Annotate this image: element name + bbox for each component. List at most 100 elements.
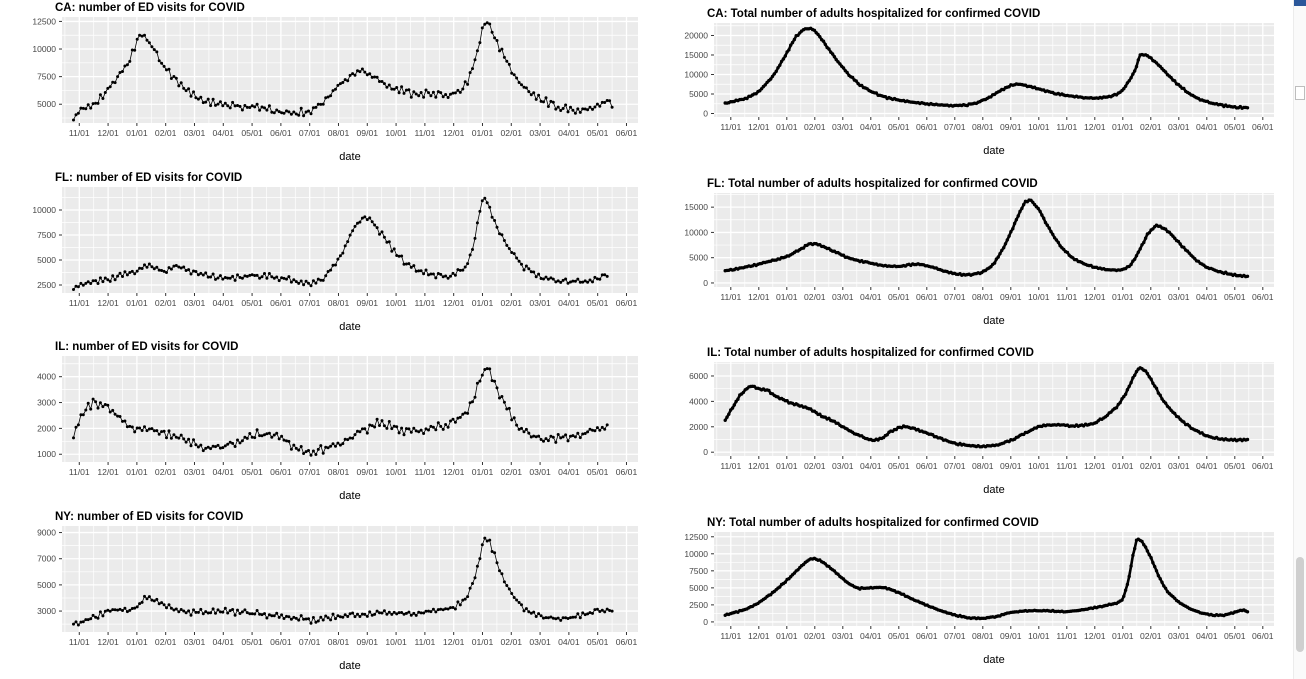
svg-text:10000: 10000 [684, 549, 708, 559]
svg-text:06/01: 06/01 [616, 467, 638, 477]
svg-text:11/01: 11/01 [414, 467, 435, 477]
chart-title: FL: Total number of adults hospitalized … [707, 177, 1038, 190]
svg-text:01/01: 01/01 [776, 122, 798, 132]
x-axis-title: date [983, 314, 1005, 327]
svg-text:02/01: 02/01 [155, 637, 177, 647]
svg-text:04/01: 04/01 [860, 631, 882, 641]
svg-text:01/01: 01/01 [126, 467, 148, 477]
gridlines [714, 362, 1274, 457]
svg-text:12/01: 12/01 [748, 292, 770, 302]
svg-text:06/01: 06/01 [1252, 631, 1274, 641]
svg-text:04/01: 04/01 [1196, 122, 1218, 132]
gridlines [62, 17, 638, 123]
svg-text:11/01: 11/01 [720, 292, 741, 302]
svg-text:0: 0 [703, 617, 708, 627]
svg-text:04/01: 04/01 [213, 637, 235, 647]
svg-text:09/01: 09/01 [357, 298, 379, 308]
svg-text:06/01: 06/01 [616, 637, 638, 647]
svg-text:04/01: 04/01 [213, 128, 235, 138]
svg-text:06/01: 06/01 [616, 128, 638, 138]
svg-text:09/01: 09/01 [1000, 631, 1022, 641]
plot-panel-ca-ed: 5000 7500 10000 12500 11/01 12/01 01/01 02/01 03… [32, 16, 638, 138]
svg-text:07/01: 07/01 [299, 298, 321, 308]
svg-text:03/01: 03/01 [832, 292, 854, 302]
svg-text:06/01: 06/01 [916, 122, 938, 132]
svg-text:11/01: 11/01 [720, 461, 741, 471]
svg-text:02/01: 02/01 [804, 292, 826, 302]
plot-panel-fl-hosp: 0 5000 10000 15000 11/01 12/01 01/01 02/01 03/01… [684, 192, 1274, 302]
svg-text:01/01: 01/01 [1112, 122, 1134, 132]
svg-text:05/01: 05/01 [587, 128, 609, 138]
chart-ny-ed-visits: NY: number of ED visits for COVID 3000 50… [0, 509, 652, 679]
svg-text:04/01: 04/01 [860, 292, 882, 302]
svg-text:11/01: 11/01 [1056, 631, 1077, 641]
svg-text:01/01: 01/01 [472, 128, 494, 138]
data-series [723, 26, 1250, 110]
svg-text:11/01: 11/01 [1056, 122, 1077, 132]
svg-text:01/01: 01/01 [126, 128, 148, 138]
svg-text:10/01: 10/01 [385, 298, 407, 308]
plot-panel-ca-hosp: 0 5000 10000 15000 20000 11/01 12/01 01/01 02/01… [684, 23, 1274, 132]
svg-text:05/01: 05/01 [1224, 292, 1246, 302]
svg-text:06/01: 06/01 [916, 631, 938, 641]
svg-text:02/01: 02/01 [501, 637, 523, 647]
svg-text:10000: 10000 [684, 69, 708, 79]
plot-panel-fl-ed: 2500 5000 7500 10000 11/01 12/01 01/01 02/01 03/… [32, 186, 638, 308]
svg-text:05/01: 05/01 [587, 298, 609, 308]
svg-text:7500: 7500 [37, 72, 56, 82]
svg-text:5000: 5000 [37, 255, 56, 265]
x-axis-title: date [983, 484, 1005, 497]
axis-ticks-and-labels: 0 5000 10000 15000 20000 11/01 12/01 01/01 02/01… [684, 30, 1273, 132]
x-axis-title: date [339, 320, 361, 333]
svg-text:09/01: 09/01 [1000, 122, 1022, 132]
svg-text:05/01: 05/01 [888, 292, 910, 302]
svg-text:05/01: 05/01 [888, 461, 910, 471]
svg-text:07/01: 07/01 [944, 461, 966, 471]
chart-title: NY: Total number of adults hospitalized … [707, 517, 1039, 530]
svg-text:12/01: 12/01 [1084, 631, 1106, 641]
svg-text:02/01: 02/01 [804, 122, 826, 132]
svg-text:12/01: 12/01 [1084, 122, 1106, 132]
svg-text:12/01: 12/01 [97, 128, 119, 138]
svg-text:7000: 7000 [37, 554, 56, 564]
svg-text:05/01: 05/01 [1224, 122, 1246, 132]
scrollbar-marker[interactable] [1295, 86, 1305, 100]
chart-title: CA: Total number of adults hospitalized … [707, 8, 1041, 20]
scrollbar-thumb[interactable] [1296, 557, 1304, 652]
svg-text:07/01: 07/01 [299, 467, 321, 477]
svg-text:08/01: 08/01 [328, 298, 350, 308]
svg-text:12/01: 12/01 [97, 637, 119, 647]
gridlines [714, 192, 1274, 287]
svg-text:02/01: 02/01 [155, 298, 177, 308]
svg-text:10/01: 10/01 [1028, 122, 1050, 132]
x-axis-title: date [339, 490, 361, 503]
chart-ca-hospitalized: CA: Total number of adults hospitalized … [652, 0, 1294, 170]
svg-text:06/01: 06/01 [1252, 292, 1274, 302]
svg-text:10000: 10000 [684, 227, 708, 237]
svg-text:03/01: 03/01 [529, 637, 551, 647]
svg-text:2500: 2500 [689, 600, 708, 610]
svg-text:0: 0 [703, 448, 708, 458]
svg-text:12500: 12500 [684, 532, 708, 542]
chart-title: IL: number of ED visits for COVID [55, 341, 239, 354]
svg-text:02/01: 02/01 [1140, 461, 1162, 471]
chart-title: IL: Total number of adults hospitalized … [707, 347, 1034, 360]
svg-text:12/01: 12/01 [1084, 461, 1106, 471]
svg-text:09/01: 09/01 [357, 128, 379, 138]
svg-text:04/01: 04/01 [213, 298, 235, 308]
svg-text:11/01: 11/01 [69, 128, 90, 138]
svg-text:06/01: 06/01 [1252, 461, 1274, 471]
plot-panel-ny-ed: 3000 5000 7000 9000 11/01 12/01 01/01 02/01 03/0… [37, 526, 638, 647]
svg-text:12/01: 12/01 [748, 122, 770, 132]
svg-text:02/01: 02/01 [155, 128, 177, 138]
svg-text:11/01: 11/01 [69, 637, 90, 647]
svg-text:10/01: 10/01 [385, 467, 407, 477]
svg-text:06/01: 06/01 [916, 461, 938, 471]
panel-background [62, 17, 638, 123]
vertical-scrollbar[interactable] [1293, 0, 1306, 679]
svg-text:05/01: 05/01 [241, 637, 263, 647]
svg-text:02/01: 02/01 [501, 128, 523, 138]
svg-text:07/01: 07/01 [944, 292, 966, 302]
svg-text:03/01: 03/01 [529, 128, 551, 138]
axis-ticks-and-labels: 2500 5000 7500 10000 11/01 12/01 01/01 02/01 03/… [32, 205, 637, 308]
